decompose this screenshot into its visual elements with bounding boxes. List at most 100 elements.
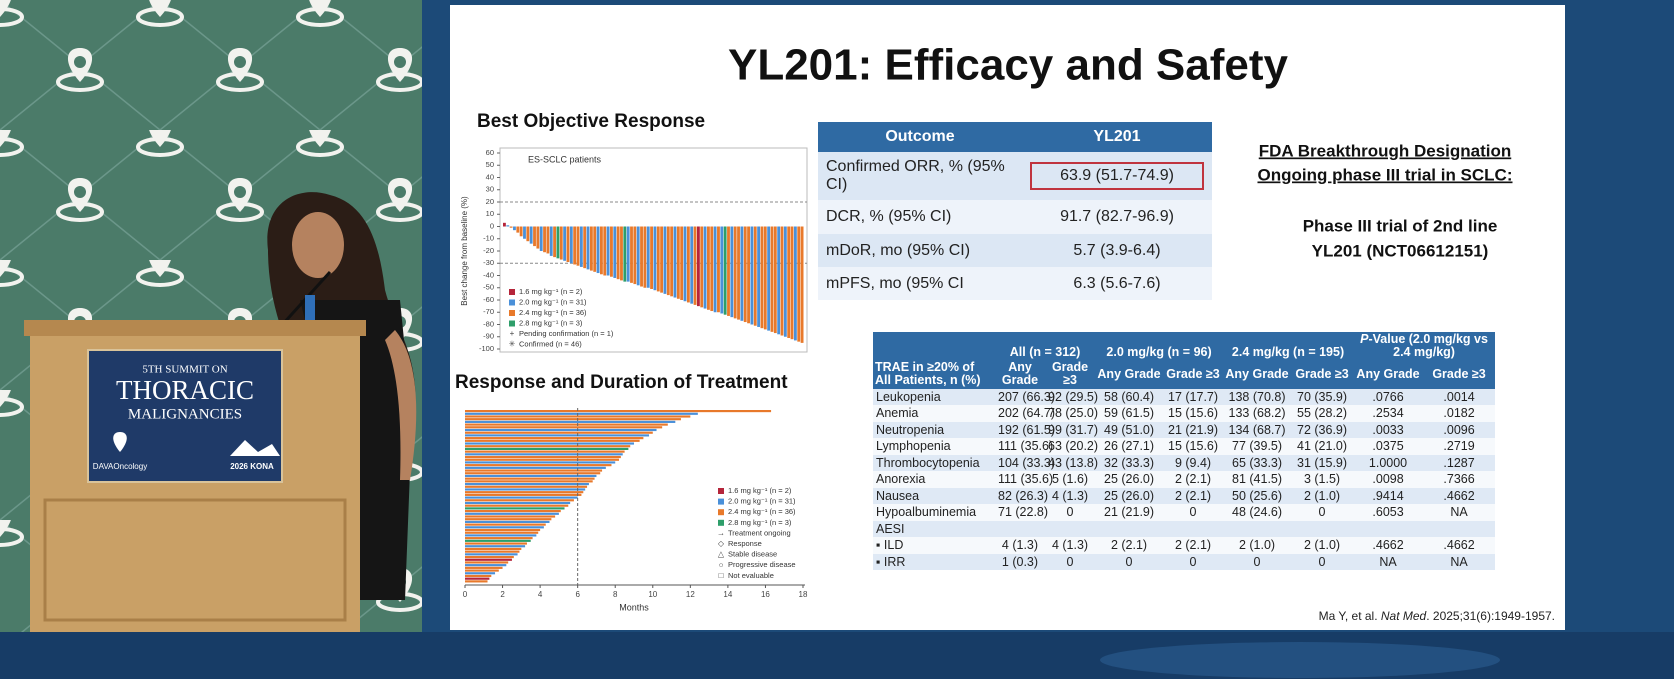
- table-cell: 202 (64.7): [995, 405, 1055, 422]
- swim-bar: [465, 526, 544, 529]
- header-cell: [873, 332, 995, 361]
- bar: [626, 226, 630, 282]
- fda-line: Ongoing phase III trial in SCLC:: [1257, 165, 1512, 184]
- table-cell: 0: [1163, 504, 1224, 521]
- swim-bar: [465, 415, 691, 418]
- legend-label: Pending confirmation (n = 1): [519, 329, 614, 338]
- legend-swatch: [718, 519, 724, 526]
- citation-authors: Ma Y, et al.: [1319, 609, 1381, 623]
- swim-bar: [465, 493, 582, 496]
- table-cell: 0: [1045, 504, 1096, 521]
- table-cell: 207 (66.3): [995, 388, 1055, 405]
- table-cell: 0: [1223, 553, 1292, 570]
- table-cell: 25 (26.0): [1095, 487, 1164, 504]
- bar: [586, 226, 590, 270]
- table-row: Nausea 82 (26.3) 4 (1.3) 25 (26.0) 2 (2.1) 50…: [873, 487, 1496, 504]
- table-cell: 91.7 (82.7-96.9): [1022, 200, 1212, 234]
- group-header: 2.4 mg/kg (n = 195): [1223, 332, 1354, 361]
- sub-header: Any Grade: [1095, 360, 1164, 389]
- bar: [636, 226, 640, 286]
- bar: [780, 226, 784, 336]
- table-cell: 0: [1095, 553, 1164, 570]
- table-cell: 3 (1.5): [1291, 471, 1354, 488]
- podium-top: 5TH SUMMIT ON: [142, 364, 227, 376]
- bar: [703, 226, 707, 309]
- table-cell: .7366: [1423, 471, 1496, 488]
- cell-text: 63.9 (51.7-74.9): [1030, 162, 1204, 190]
- bar: [710, 226, 714, 312]
- legend-label: 1.6 mg kg⁻¹ (n = 2): [728, 486, 792, 495]
- table-row: Anemia 202 (64.7) 78 (25.0) 59 (61.5) 15 (15…: [873, 405, 1496, 422]
- bar: [653, 226, 657, 291]
- swim-bar: [465, 434, 650, 437]
- table-cell: 0: [1291, 553, 1354, 570]
- bar: [546, 226, 550, 254]
- table-row: mDoR, mo (95% CI) 5.7 (3.9-6.4): [818, 234, 1212, 267]
- x-tick-label: 4: [538, 590, 543, 599]
- bar: [539, 226, 543, 251]
- x-axis-label: Months: [619, 602, 649, 612]
- x-tick-label: 0: [463, 590, 468, 599]
- event: 2026 KONA: [230, 462, 274, 471]
- bar: [686, 226, 690, 303]
- bar: [743, 226, 747, 323]
- bar: [536, 226, 540, 249]
- swim-bar: [465, 482, 589, 486]
- bar: [737, 226, 740, 320]
- bar: [787, 226, 791, 338]
- legend-swatch: [509, 299, 515, 306]
- swim-bar: [465, 445, 631, 448]
- table-cell: 49 (51.0): [1095, 421, 1164, 438]
- legend-label: 2.8 mg kg⁻¹ (n = 3): [728, 518, 792, 527]
- table-cell: 192 (61.5): [995, 421, 1055, 438]
- bar: [576, 226, 580, 266]
- group-header: 2.0 mg/kg (n = 96): [1095, 332, 1224, 361]
- podium-sub: MALIGNANCIES: [128, 406, 242, 422]
- table-cell: DCR, % (95% CI): [818, 200, 1022, 234]
- first-header: TRAE in ≥20% of All Patients, n (%): [873, 360, 995, 389]
- legend-symbol: ○: [719, 560, 724, 569]
- table-cell: 99 (31.7): [1045, 421, 1098, 438]
- swim-bar: [465, 537, 533, 540]
- bar: [666, 226, 670, 296]
- bar: [623, 226, 627, 282]
- swim-bar: [465, 553, 518, 556]
- table-cell: 1.0000: [1353, 454, 1424, 471]
- citation-ref: . 2025;31(6):1949-1957.: [1426, 609, 1555, 623]
- sponsor: DAVAOncology: [93, 462, 147, 471]
- swim-bar: [465, 558, 512, 561]
- table-cell: 4 (1.3): [1045, 487, 1096, 504]
- bar: [529, 226, 533, 244]
- table-cell: ▪ ILD: [873, 537, 995, 554]
- swim-bar: [465, 569, 499, 572]
- bar: [740, 226, 744, 321]
- cell-text: mDoR, mo (95% CI): [826, 241, 971, 259]
- legend-label: Not evaluable: [728, 571, 774, 580]
- swim-bar: [465, 458, 619, 461]
- phase3-line: Phase III trial of 2nd line: [1303, 216, 1498, 235]
- y-tick-label: 20: [486, 197, 494, 206]
- swim-bar: [465, 550, 520, 553]
- bar: [700, 226, 704, 308]
- legend-symbol: □: [719, 571, 724, 580]
- bar: [650, 226, 653, 289]
- chart-title: Response and Duration of Treatment: [455, 372, 788, 393]
- swim-bar: [465, 566, 503, 569]
- table-cell: 5.7 (3.9-6.4): [1022, 234, 1212, 267]
- bar: [767, 226, 771, 331]
- table-cell: .2534: [1353, 405, 1424, 422]
- p-italic: P: [1360, 332, 1369, 346]
- cell-text: 91.7 (82.7-96.9): [1060, 208, 1174, 225]
- x-tick-label: 18: [799, 590, 808, 599]
- swim-bar: [465, 504, 569, 507]
- table-cell: NA: [1353, 553, 1424, 570]
- outcome-table: Outcome YL201 Confirmed ORR, % (95% CI) 63.…: [818, 122, 1212, 300]
- bar: [630, 226, 633, 283]
- table-cell: 55 (28.2): [1291, 405, 1354, 422]
- y-tick-label: -10: [483, 234, 494, 243]
- table-cell: Anemia: [873, 405, 995, 422]
- x-tick-label: 8: [613, 590, 618, 599]
- y-tick-label: -70: [483, 307, 494, 316]
- sub-header: Grade ≥3: [1163, 360, 1224, 389]
- cell-text: DCR, % (95% CI): [826, 208, 952, 225]
